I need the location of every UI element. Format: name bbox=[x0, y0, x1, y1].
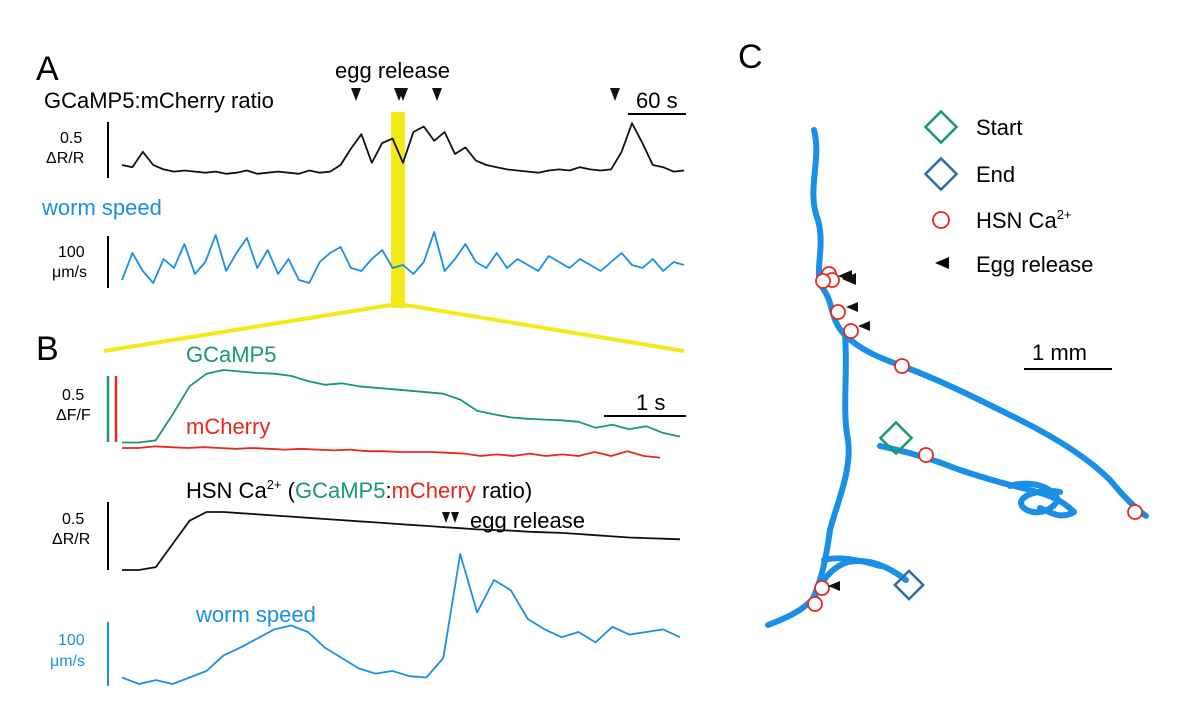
series-line-mcherry bbox=[122, 445, 661, 459]
legend-egg-label: Egg release bbox=[976, 252, 1093, 277]
egg-marker bbox=[351, 88, 361, 101]
ratio-title-b: HSN Ca2+ (GCaMP5:mCherry ratio) bbox=[186, 477, 532, 503]
ratio-scale-unit-b: ΔR/R bbox=[52, 531, 90, 548]
hsn-ca-marker bbox=[830, 304, 846, 320]
egg-marker bbox=[842, 273, 856, 285]
legend-hsn-symbol bbox=[932, 211, 950, 229]
series-line-speed-b bbox=[121, 553, 681, 685]
panel-label-b: B bbox=[36, 330, 59, 368]
hsn-ca-marker bbox=[918, 447, 934, 463]
legend: Start End HSN Ca2+ Egg release bbox=[923, 109, 1093, 277]
end-marker bbox=[893, 569, 925, 601]
track-segment bbox=[765, 332, 852, 628]
panel-b: GCaMP5 mCherry 0.5 ΔF/F 1 s HSN Ca2+ (GC… bbox=[50, 342, 686, 686]
egg-marker bbox=[846, 302, 858, 312]
legend-end-symbol bbox=[923, 156, 959, 192]
egg-marker bbox=[442, 512, 450, 523]
speed-scale-value-b: 100 bbox=[58, 632, 85, 649]
hsn-ca-marker bbox=[814, 580, 830, 596]
worm-track bbox=[765, 127, 1149, 628]
legend-start-label: Start bbox=[976, 115, 1022, 140]
time-scale-label-a: 60 s bbox=[636, 88, 678, 113]
egg-release-markers-b bbox=[442, 512, 459, 523]
panel-label-c: C bbox=[738, 38, 763, 76]
start-marker bbox=[878, 420, 914, 456]
egg-marker bbox=[451, 512, 459, 523]
panel-label-a: A bbox=[36, 50, 59, 88]
legend-egg-symbol bbox=[935, 257, 949, 269]
hsn-ca-marker bbox=[843, 323, 859, 339]
distance-scale-label: 1 mm bbox=[1032, 340, 1087, 365]
time-scale-label-b: 1 s bbox=[636, 390, 665, 415]
hsn-ca-marker bbox=[1127, 504, 1143, 520]
fluor-scale-unit: ΔF/F bbox=[56, 407, 91, 424]
speed-scale-unit-a: μm/s bbox=[52, 264, 87, 281]
egg-release-label-b: egg release bbox=[470, 508, 585, 533]
speed-label-a: worm speed bbox=[41, 195, 162, 220]
ratio-scale-value-b: 0.5 bbox=[62, 511, 84, 528]
speed-label-b: worm speed bbox=[195, 602, 316, 627]
speed-scale-value-a: 100 bbox=[58, 244, 85, 261]
mcherry-label-b: mCherry bbox=[186, 414, 270, 439]
series-line-ratio-b bbox=[122, 511, 681, 571]
egg-marker bbox=[398, 88, 408, 101]
ratio-scale-unit-a: ΔR/R bbox=[46, 150, 84, 167]
panel-a: egg release GCaMP5:mCherry ratio 60 s 0.… bbox=[41, 58, 686, 308]
ratio-title-a: GCaMP5:mCherry ratio bbox=[44, 88, 274, 113]
hsn-ca-marker bbox=[894, 358, 910, 374]
fluor-scale-value: 0.5 bbox=[62, 387, 84, 404]
track-segment bbox=[810, 127, 1149, 519]
egg-marker bbox=[610, 88, 620, 101]
legend-end-label: End bbox=[976, 162, 1015, 187]
track-segment bbox=[811, 558, 909, 603]
gcamp-label-b: GCaMP5 bbox=[186, 342, 276, 367]
legend-hsn-label: HSN Ca2+ bbox=[976, 207, 1072, 233]
panel-c: 1 mm Start End HSN Ca2+ Egg release bbox=[765, 109, 1149, 628]
egg-marker bbox=[828, 581, 840, 591]
legend-start-symbol bbox=[923, 109, 959, 145]
ratio-scale-value-a: 0.5 bbox=[60, 130, 82, 147]
egg-release-label-a: egg release bbox=[335, 58, 450, 83]
egg-markers-c bbox=[828, 270, 870, 591]
track-segment bbox=[1007, 480, 1063, 516]
track-segment bbox=[821, 555, 883, 569]
hsn-ca-marker bbox=[815, 273, 831, 289]
series-line-gcamp bbox=[122, 369, 681, 444]
series-line-ratio-a bbox=[121, 122, 685, 175]
zoom-connector bbox=[103, 303, 685, 353]
egg-marker bbox=[432, 88, 442, 101]
egg-release-markers-a bbox=[351, 88, 620, 101]
hsn-ca-marker bbox=[807, 596, 823, 612]
hsn-markers bbox=[807, 266, 1143, 612]
speed-scale-unit-b: μm/s bbox=[50, 653, 85, 670]
series-line-speed-a bbox=[121, 231, 685, 284]
egg-marker bbox=[858, 321, 870, 331]
track-segment bbox=[877, 443, 1077, 519]
